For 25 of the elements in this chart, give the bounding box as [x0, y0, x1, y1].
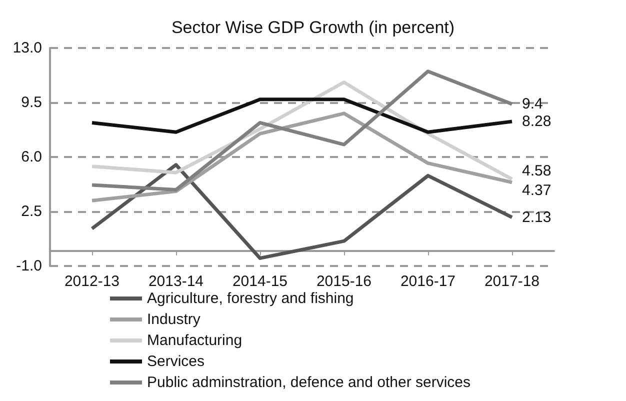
legend-label: Services [147, 353, 205, 370]
data-label: 4.58 [522, 162, 552, 180]
x-tick-label: 2017-18 [484, 273, 540, 290]
legend-label: Manufacturing [147, 332, 242, 349]
legend-label: Public adminstration, defence and other services [147, 374, 471, 391]
x-tick-label: 2014-15 [232, 273, 288, 290]
data-label: 8.28 [522, 112, 552, 130]
line-series [90, 70, 514, 192]
line-series [90, 98, 514, 134]
x-tick-label: 2016-17 [400, 273, 456, 290]
x-tick-label: 2013-14 [148, 273, 204, 290]
chart-title: Sector Wise GDP Growth (in percent) [171, 18, 455, 37]
x-tick-label: 2012-13 [64, 273, 120, 290]
legend-label: Agriculture, forestry and fishing [147, 290, 354, 307]
data-label: 2.13 [522, 208, 552, 226]
y-tick-label: 9.5 [21, 94, 42, 111]
y-tick-label: 2.5 [21, 203, 42, 220]
legend-label: Industry [147, 311, 201, 328]
x-tick-label: 2015-16 [316, 273, 372, 290]
y-tick-label: -1.0 [16, 258, 42, 274]
y-tick-label: 6.0 [21, 148, 42, 166]
line-series [90, 163, 514, 260]
data-label: 4.37 [522, 182, 552, 199]
y-tick-label: 13.0 [12, 40, 42, 56]
data-label: 9.4 [522, 96, 543, 113]
